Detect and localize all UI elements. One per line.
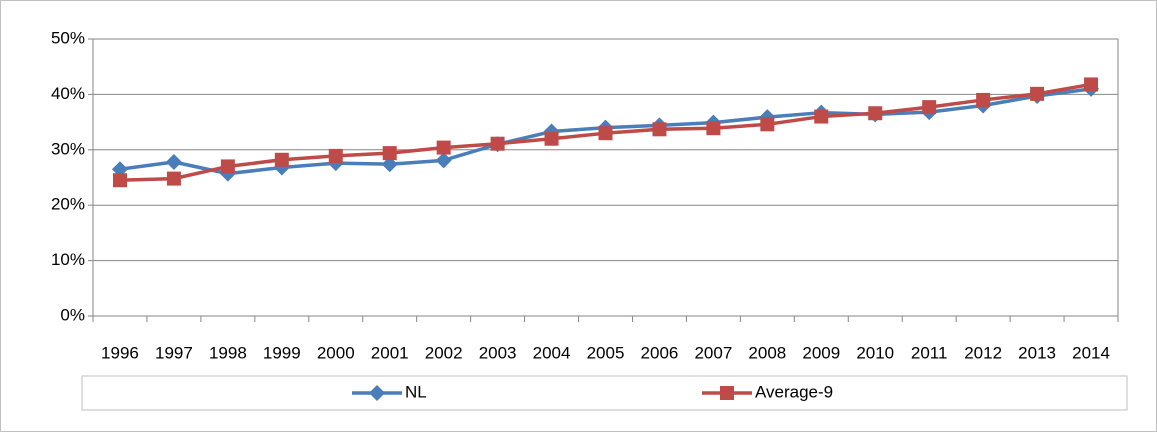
x-tick-label: 1998 <box>209 343 247 362</box>
point <box>652 122 667 137</box>
point <box>381 156 398 173</box>
y-tick-label: 10% <box>51 250 85 269</box>
point <box>922 100 937 115</box>
point <box>274 152 289 167</box>
x-tick-label: 1997 <box>155 343 193 362</box>
x-tick-label: 2005 <box>587 343 625 362</box>
x-tick-label: 2004 <box>533 343 571 362</box>
point <box>1030 86 1045 101</box>
x-tick-label: 2002 <box>425 343 463 362</box>
x-tick-label: 2009 <box>802 343 840 362</box>
legend-label: NL <box>405 382 427 401</box>
point <box>220 159 235 174</box>
x-tick-label: 1996 <box>101 343 139 362</box>
point <box>1084 77 1099 92</box>
x-tick-label: 2013 <box>1018 343 1056 362</box>
point <box>165 153 182 170</box>
point <box>706 121 721 136</box>
point <box>435 152 452 169</box>
x-tick-label: 2012 <box>964 343 1002 362</box>
point <box>490 136 505 151</box>
point <box>868 106 883 121</box>
point <box>544 131 559 146</box>
y-tick-label: 50% <box>51 28 85 47</box>
point <box>814 109 829 124</box>
legend-marker <box>720 386 734 400</box>
point <box>436 140 451 155</box>
y-tick-label: 40% <box>51 84 85 103</box>
point <box>112 173 127 188</box>
point <box>328 148 343 163</box>
y-tick-label: 20% <box>51 195 85 214</box>
x-tick-label: 2003 <box>479 343 517 362</box>
point <box>111 161 128 178</box>
x-tick-label: 1999 <box>263 343 301 362</box>
y-tick-label: 0% <box>60 305 85 324</box>
x-tick-label: 2000 <box>317 343 355 362</box>
x-tick-label: 2014 <box>1072 343 1110 362</box>
point <box>976 92 991 107</box>
legend-marker <box>369 385 385 401</box>
x-tick-label: 2001 <box>371 343 409 362</box>
point <box>382 146 397 161</box>
x-tick-label: 2006 <box>641 343 679 362</box>
point <box>760 117 775 132</box>
legend-label: Average-9 <box>755 382 833 401</box>
x-tick-label: 2011 <box>911 343 948 362</box>
legend-box <box>81 375 1128 411</box>
y-tick-label: 30% <box>51 139 85 158</box>
x-tick-label: 2008 <box>748 343 786 362</box>
x-tick-label: 2010 <box>856 343 894 362</box>
point <box>166 171 181 186</box>
point <box>598 126 613 141</box>
x-tick-label: 2007 <box>694 343 732 362</box>
